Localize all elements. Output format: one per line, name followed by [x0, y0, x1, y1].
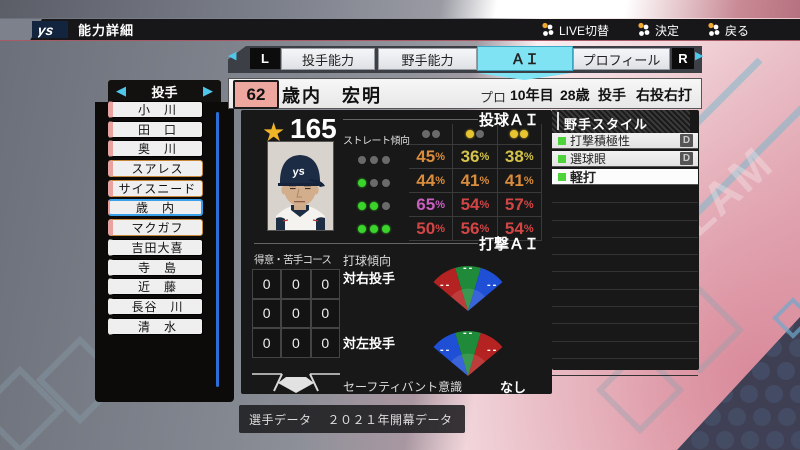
svg-text:--: --: [487, 344, 498, 356]
svg-text:--: --: [463, 327, 474, 339]
svg-text:--: --: [440, 344, 451, 356]
svg-text:--: --: [487, 279, 498, 291]
svg-text:--: --: [463, 262, 474, 274]
svg-text:ys: ys: [291, 165, 305, 178]
svg-text:--: --: [440, 279, 451, 291]
svg-text:ys: ys: [38, 22, 55, 38]
